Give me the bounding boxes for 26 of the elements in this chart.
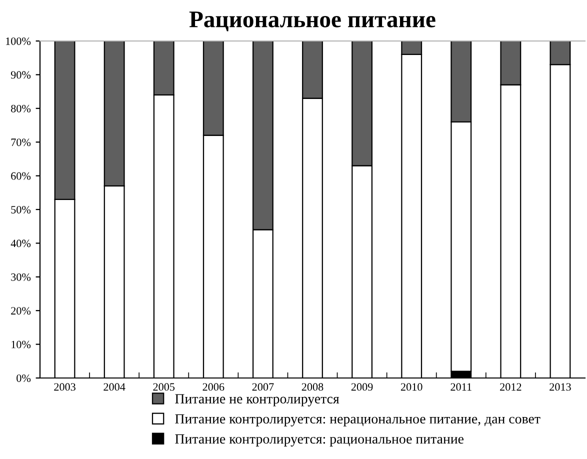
x-tick-label: 2003 — [54, 383, 76, 391]
legend-label: Питание контролируется: рациональное питание — [175, 434, 464, 446]
legend-label: Питание контролируется: нерациональное питание, дан совет — [175, 414, 540, 426]
y-tick-label: 20% — [11, 307, 31, 315]
y-tick-label: 60% — [11, 172, 31, 180]
x-tick-label: 2007 — [252, 383, 274, 391]
y-tick-label: 100% — [6, 37, 31, 45]
x-tick-label: 2012 — [500, 383, 522, 391]
x-tick-label: 2011 — [450, 383, 472, 391]
x-tick-label: 2013 — [550, 383, 571, 391]
y-tick-label: 90% — [10, 71, 31, 79]
x-tick-label: 2008 — [302, 383, 324, 391]
legend-label: Питание не контролируется — [175, 394, 340, 406]
x-tick-label: 2010 — [400, 383, 422, 391]
x-tick-label: 2004 — [104, 383, 126, 391]
x-tick-label: 2005 — [153, 383, 175, 391]
y-tick-label: 80% — [11, 104, 31, 112]
chart-title: Рациональное питание — [189, 12, 436, 32]
y-tick-label: 50% — [11, 206, 31, 214]
y-tick-label: 10% — [12, 340, 31, 348]
x-tick-label: 2006 — [202, 383, 224, 391]
x-tick-label: 2009 — [351, 383, 373, 391]
y-tick-label: 0% — [16, 374, 31, 382]
y-tick-label: 30% — [11, 273, 31, 281]
y-tick-label: 40% — [10, 240, 31, 248]
y-tick-label: 70% — [11, 138, 31, 146]
